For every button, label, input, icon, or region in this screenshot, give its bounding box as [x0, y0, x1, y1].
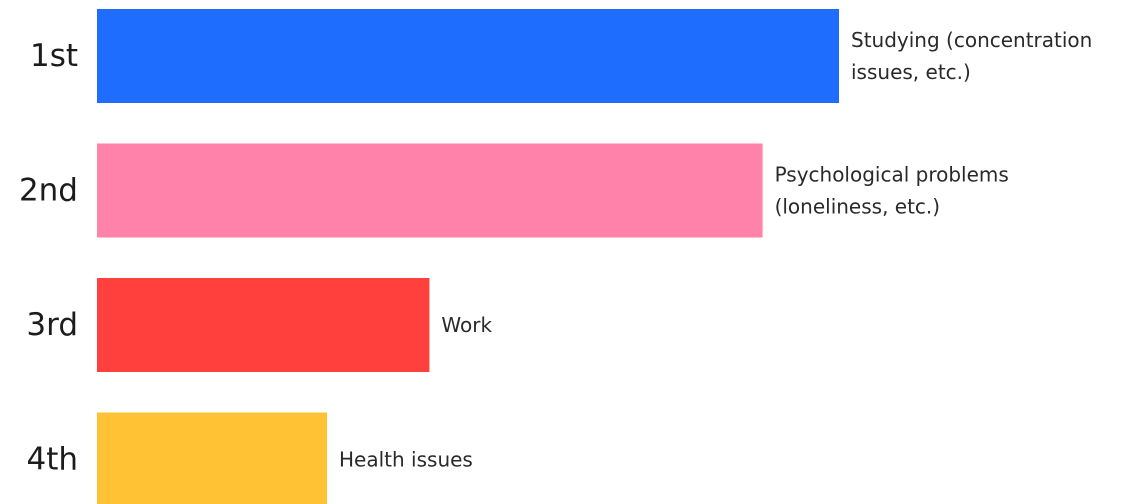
bar-label-2-line-1: Psychological problems [775, 163, 1009, 187]
bar-label-3-line-1: Work [441, 313, 492, 337]
bar-2 [97, 143, 763, 238]
rank-label-3: 3rd [26, 307, 78, 343]
bar-label-1-line-1: Studying (concentration [851, 28, 1092, 52]
bar-3 [97, 278, 430, 372]
bar-label-2-line-2: (loneliness, etc.) [775, 195, 941, 219]
rank-label-1: 1st [30, 38, 78, 74]
bar-label-4-line-1: Health issues [339, 448, 473, 472]
bar-1 [97, 9, 839, 103]
rank-label-2: 2nd [19, 173, 78, 209]
bar-4 [97, 412, 328, 504]
rank-label-4: 4th [26, 442, 78, 478]
bar-label-1-line-2: issues, etc.) [851, 60, 971, 84]
